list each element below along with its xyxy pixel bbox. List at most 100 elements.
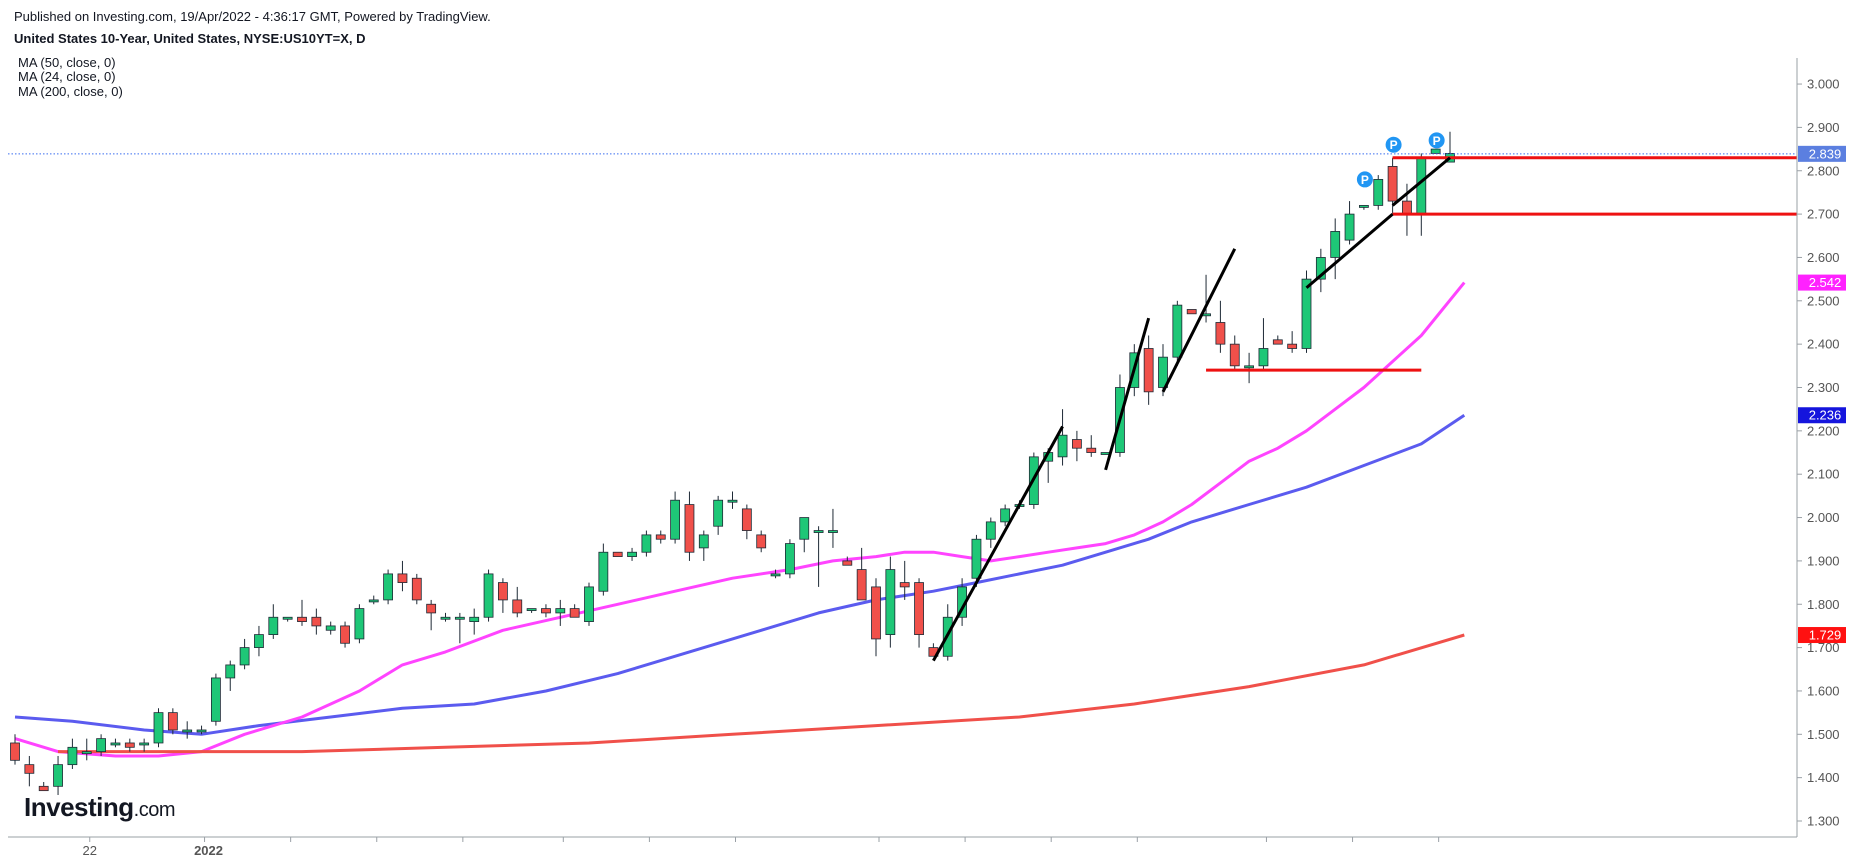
moving-average-layer: [14, 281, 1466, 758]
candle-up: [1315, 248, 1326, 293]
candle-down: [612, 551, 623, 557]
candle-up: [81, 738, 92, 761]
y-tick-label: 2.100: [1807, 467, 1840, 482]
candle-body: [1186, 309, 1197, 315]
candle-down: [297, 599, 307, 626]
ma24-value-badge: 2.542: [1798, 274, 1846, 291]
candle-up: [182, 721, 193, 739]
candle-up: [785, 539, 795, 579]
candle-down: [167, 708, 178, 735]
candle-up: [1258, 318, 1269, 371]
badge-bg: [1798, 274, 1846, 291]
candle-body: [1244, 365, 1254, 369]
candle-up: [555, 599, 566, 626]
candle-body: [1301, 278, 1312, 349]
candle-up: [698, 530, 709, 561]
candle-body: [1330, 231, 1341, 258]
candle-body: [698, 534, 709, 549]
candle-body: [512, 599, 523, 614]
pivot-circle: [1385, 136, 1402, 153]
candle-body: [38, 785, 49, 792]
candle-up: [770, 569, 781, 579]
y-tick-label: 2.900: [1807, 120, 1840, 135]
candle-down: [1143, 335, 1154, 405]
candle-up: [454, 612, 465, 644]
candle-down: [1387, 157, 1398, 215]
candle-down: [899, 560, 910, 600]
candle-up: [713, 495, 724, 535]
x-tick-label: 22: [83, 843, 97, 858]
candle-down: [1272, 335, 1283, 345]
published-caption: Published on Investing.com, 19/Apr/2022 …: [14, 9, 491, 24]
candle-body: [1158, 356, 1168, 388]
candle-body: [1387, 166, 1398, 202]
candle-up: [985, 517, 996, 548]
candle-body: [741, 508, 752, 531]
candle-up: [1359, 205, 1369, 210]
candle-body: [167, 712, 178, 731]
candle-down: [1287, 331, 1298, 353]
pivot-label: P: [1361, 173, 1369, 187]
legend-ma50[interactable]: MA (50, close, 0): [18, 55, 116, 70]
candle-down: [1186, 309, 1197, 315]
legend-ma200[interactable]: MA (200, close, 0): [18, 84, 123, 99]
drawings-layer: P P P: [8, 132, 1797, 662]
candle-down: [426, 599, 437, 631]
ma-line: [14, 281, 1466, 758]
candle-up: [239, 638, 250, 670]
candle-down: [38, 781, 49, 792]
candle-body: [1373, 179, 1384, 206]
pivot-circle: [1356, 171, 1373, 188]
candle-up: [368, 595, 379, 605]
candle-up: [828, 508, 838, 548]
candle-up: [1430, 148, 1441, 154]
candle-body: [813, 530, 824, 533]
candle-body: [325, 625, 336, 631]
candle-body: [110, 742, 121, 746]
candle-up: [282, 616, 293, 622]
candle-body: [641, 534, 652, 553]
candle-body: [1402, 200, 1412, 215]
candle-down: [497, 578, 508, 613]
candle-body: [713, 499, 724, 527]
candle-body: [354, 608, 365, 640]
y-tick-label: 2.800: [1807, 163, 1840, 178]
y-tick-label: 2.000: [1807, 510, 1840, 525]
candle-body: [426, 603, 437, 614]
candle-up: [268, 604, 279, 639]
candle-body: [971, 538, 982, 579]
candle-down: [655, 530, 666, 544]
y-tick-label: 2.600: [1807, 250, 1840, 265]
trend-line: [1104, 317, 1151, 471]
candle-body: [397, 573, 408, 583]
candle-up: [440, 612, 451, 622]
candle-up: [1416, 153, 1427, 236]
candle-body: [1215, 322, 1226, 345]
ma-line: [14, 413, 1466, 736]
badge-text: 1.729: [1809, 628, 1842, 643]
badge-text: 2.236: [1809, 408, 1842, 423]
candle-body: [469, 616, 480, 622]
candle-up: [670, 491, 680, 544]
y-tick-label: 3.000: [1807, 77, 1840, 92]
pivot-marker: P: [1385, 136, 1402, 153]
candle-down: [340, 621, 350, 648]
candle-body: [1359, 205, 1369, 208]
candle-body: [541, 608, 551, 614]
candle-body: [1272, 339, 1283, 345]
candle-body: [24, 764, 35, 774]
candles-layer: [10, 131, 1455, 795]
candle-body: [1172, 304, 1183, 358]
candle-body: [1258, 348, 1269, 367]
legend-ma24[interactable]: MA (24, close, 0): [18, 69, 116, 84]
candle-body: [153, 712, 164, 744]
candle-down: [124, 738, 135, 752]
candle-body: [785, 543, 795, 575]
candle-body: [311, 616, 322, 627]
candle-body: [670, 499, 680, 540]
candle-down: [1072, 430, 1082, 462]
badge-text: 2.839: [1809, 146, 1842, 161]
candle-down: [569, 604, 580, 618]
candle-body: [340, 625, 350, 644]
